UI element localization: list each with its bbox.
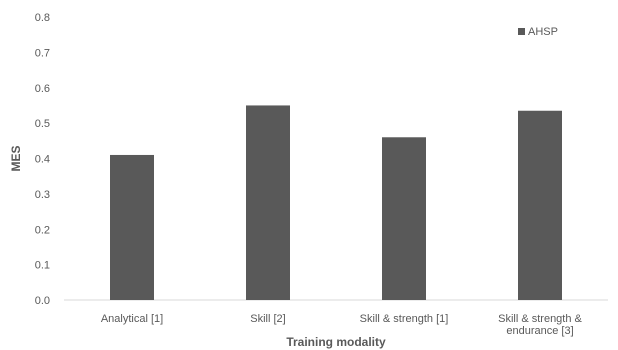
legend-swatch [518, 28, 525, 35]
y-tick-label: 0.2 [35, 224, 50, 236]
y-axis-ticks: 0.0 0.1 0.2 0.3 0.4 0.5 0.6 0.7 0.8 [35, 12, 50, 307]
x-tick-label: Skill & strength [1] [360, 313, 449, 325]
y-tick-label: 0.1 [35, 260, 50, 272]
y-tick-label: 0.5 [35, 118, 50, 130]
x-tick-label: Skill [2] [250, 313, 285, 325]
bar [518, 110, 562, 301]
y-tick-label: 0.4 [35, 154, 50, 166]
bar [110, 154, 154, 300]
bars [110, 105, 562, 301]
x-tick-label: Analytical [1] [101, 313, 163, 325]
y-tick-label: 0.8 [35, 12, 50, 24]
y-tick-label: 0.0 [35, 295, 50, 307]
y-tick-label: 0.7 [35, 47, 50, 59]
y-tick-label: 0.3 [35, 189, 50, 201]
x-axis-ticks: Analytical [1] Skill [2] Skill & strength … [101, 313, 583, 337]
y-axis-title: MES [9, 145, 23, 171]
bar [246, 105, 290, 300]
y-tick-label: 0.6 [35, 83, 50, 95]
x-tick-label: Skill & strength & endurance [3] [498, 313, 582, 337]
x-axis-title: Training modality [286, 335, 386, 349]
legend-label: AHSP [528, 26, 558, 38]
legend: AHSP [518, 26, 558, 38]
bar [382, 137, 426, 300]
